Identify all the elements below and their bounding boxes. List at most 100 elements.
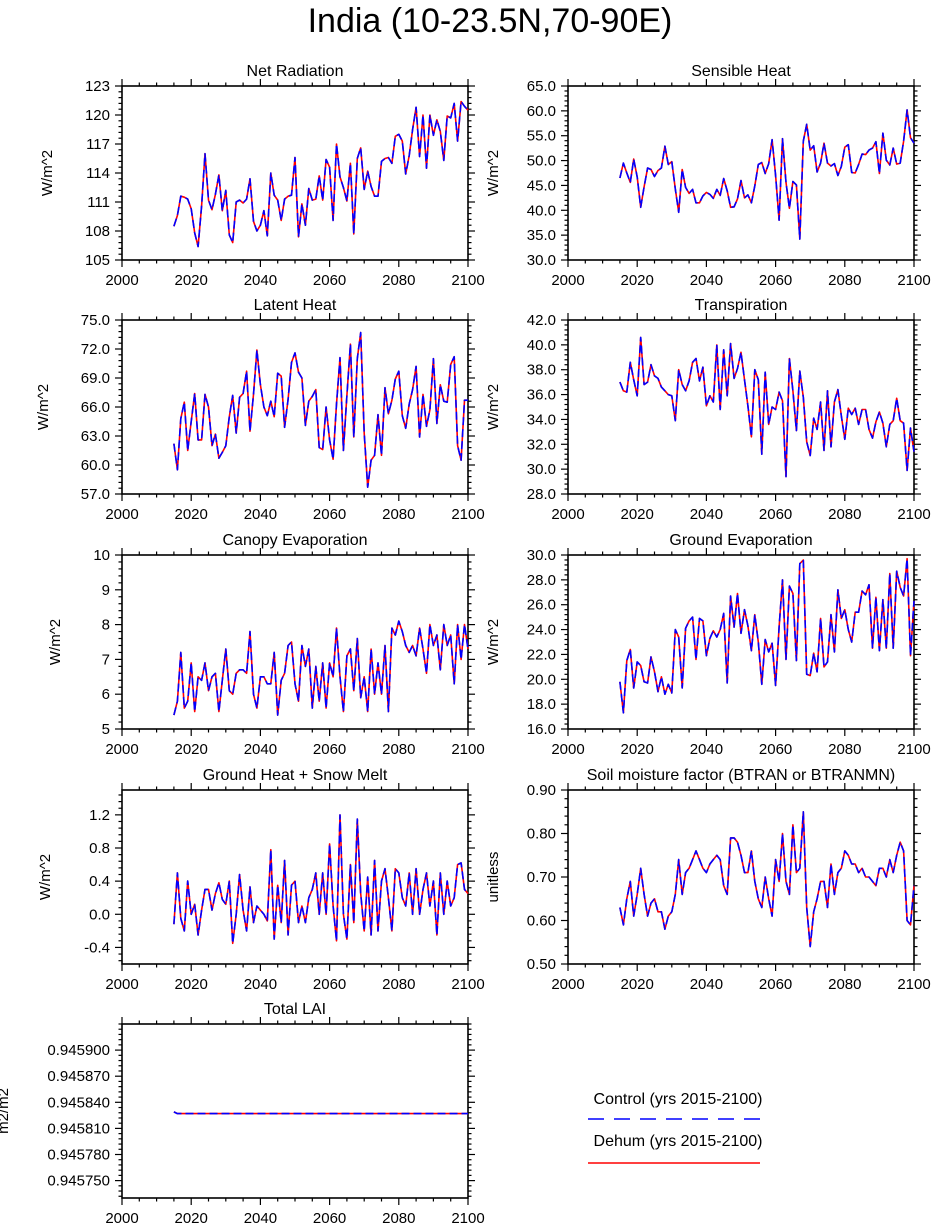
y-tick-label: 69.0 — [81, 370, 110, 387]
x-tick-label: 2000 — [551, 741, 584, 758]
x-tick-label: 2000 — [551, 506, 584, 523]
panel-title: Ground Evaporation — [669, 532, 812, 549]
y-axis-label: W/m^2 — [39, 150, 56, 196]
x-tick-label: 2000 — [105, 741, 138, 758]
legend-label-dehum: Dehum (yrs 2015-2100) — [594, 1133, 763, 1150]
x-tick-label: 2040 — [690, 272, 723, 289]
plot-frame — [121, 319, 469, 495]
y-tick-label: 117 — [86, 136, 110, 153]
y-tick-label: 65.0 — [527, 78, 556, 95]
y-tick-label: 0.4 — [89, 873, 110, 890]
plot-frame — [567, 319, 915, 495]
x-tick-label: 2100 — [897, 976, 930, 993]
series-line-control — [619, 336, 915, 478]
panel-total-lai: Total LAI m2/m2 2000 2020 2040 2060 2080 2100 0.… — [0, 1001, 485, 1227]
x-tick-label: 2000 — [105, 976, 138, 993]
y-tick-label: 108 — [85, 223, 110, 240]
y-tick-label: 1.2 — [89, 807, 110, 824]
x-tick-label: 2040 — [690, 976, 723, 993]
x-tick-label: 2040 — [690, 741, 723, 758]
y-axis-label: m2/m2 — [0, 1088, 12, 1134]
plot-frame — [567, 554, 915, 730]
x-tick-label: 2100 — [451, 976, 484, 993]
x-tick-label: 2020 — [621, 741, 654, 758]
x-tick-label: 2080 — [382, 506, 415, 523]
y-tick-label: 30.0 — [527, 461, 556, 478]
y-axis-label: W/m^2 — [485, 619, 502, 665]
y-tick-label: 7 — [102, 651, 110, 668]
y-tick-label: 0.945780 — [47, 1147, 110, 1164]
x-tick-label: 2000 — [105, 272, 138, 289]
x-tick-label: 2080 — [828, 272, 861, 289]
y-tick-label: 40.0 — [527, 337, 556, 354]
panel-title: Net Radiation — [247, 63, 344, 80]
series-line-control — [173, 814, 469, 945]
series-line-control — [173, 100, 469, 248]
x-tick-label: 2060 — [759, 976, 792, 993]
y-tick-label: 24.0 — [527, 622, 556, 639]
y-tick-label: -0.4 — [84, 939, 110, 956]
x-tick-label: 2020 — [175, 741, 208, 758]
y-tick-label: 60.0 — [81, 457, 110, 474]
x-tick-label: 2020 — [621, 506, 654, 523]
x-tick-label: 2040 — [244, 976, 277, 993]
series-line-control — [619, 810, 915, 948]
x-tick-label: 2000 — [105, 1210, 138, 1227]
y-tick-label: 22.0 — [527, 646, 556, 663]
x-tick-label: 2040 — [690, 506, 723, 523]
y-tick-label: 75.0 — [81, 312, 110, 329]
x-tick-label: 2080 — [382, 1210, 415, 1227]
x-tick-label: 2000 — [105, 506, 138, 523]
y-tick-label: 60.0 — [527, 103, 556, 120]
y-tick-label: 105 — [85, 252, 110, 269]
y-tick-label: 34.0 — [527, 411, 556, 428]
x-tick-label: 2060 — [759, 741, 792, 758]
y-tick-label: 38.0 — [527, 362, 556, 379]
x-tick-label: 2100 — [897, 272, 930, 289]
x-tick-label: 2020 — [175, 506, 208, 523]
y-tick-label: 57.0 — [81, 486, 110, 503]
panel-soil-moisture-factor-btran-or-btranmn: Soil moisture factor (BTRAN or BTRANMN) u… — [485, 767, 931, 993]
chart-panels: Net Radiation W/m^2 2000 2020 2040 2060 2080 21… — [0, 63, 931, 1227]
x-tick-label: 2020 — [621, 976, 654, 993]
y-tick-label: 30.0 — [527, 252, 556, 269]
y-tick-label: 0.50 — [527, 956, 556, 973]
y-tick-label: 0.0 — [89, 906, 110, 923]
panel-title: Sensible Heat — [691, 63, 791, 80]
series-line-dehum — [173, 620, 469, 716]
x-tick-label: 2020 — [175, 1210, 208, 1227]
y-axis-label: W/m^2 — [35, 384, 52, 430]
series-line-control — [619, 109, 915, 240]
x-tick-label: 2100 — [451, 506, 484, 523]
series-line-dehum — [173, 814, 469, 945]
y-tick-label: 50.0 — [527, 153, 556, 170]
figure-title: India (10-23.5N,70-90E) — [308, 2, 673, 40]
x-tick-label: 2060 — [313, 1210, 346, 1227]
x-tick-label: 2060 — [759, 272, 792, 289]
y-tick-label: 18.0 — [527, 696, 556, 713]
series-line-control — [173, 1111, 468, 1115]
x-tick-label: 2080 — [382, 976, 415, 993]
x-tick-label: 2100 — [897, 741, 930, 758]
y-tick-label: 0.945810 — [47, 1120, 110, 1137]
x-tick-label: 2060 — [313, 741, 346, 758]
plot-frame — [567, 789, 915, 965]
x-tick-label: 2060 — [313, 506, 346, 523]
plot-frame — [121, 554, 469, 730]
y-tick-label: 45.0 — [527, 177, 556, 194]
y-tick-label: 30.0 — [527, 547, 556, 564]
plot-frame — [121, 1023, 469, 1199]
x-tick-label: 2000 — [551, 272, 584, 289]
panel-canopy-evaporation: Canopy Evaporation W/m^2 2000 2020 2040 2060 2… — [47, 532, 485, 758]
y-tick-label: 0.70 — [527, 869, 556, 886]
panel-latent-heat: Latent Heat W/m^2 2000 2020 2040 2060 2080 2100… — [35, 297, 485, 523]
series-line-control — [619, 557, 915, 714]
series-line-dehum — [619, 109, 915, 240]
y-axis-label: W/m^2 — [37, 854, 54, 900]
y-tick-label: 32.0 — [527, 436, 556, 453]
x-tick-label: 2020 — [621, 272, 654, 289]
y-tick-label: 10 — [93, 547, 110, 564]
panel-ground-evaporation: Ground Evaporation W/m^2 2000 2020 2040 2060 2… — [485, 532, 931, 758]
panel-sensible-heat: Sensible Heat W/m^2 2000 2020 2040 2060 2080 21… — [485, 63, 931, 289]
